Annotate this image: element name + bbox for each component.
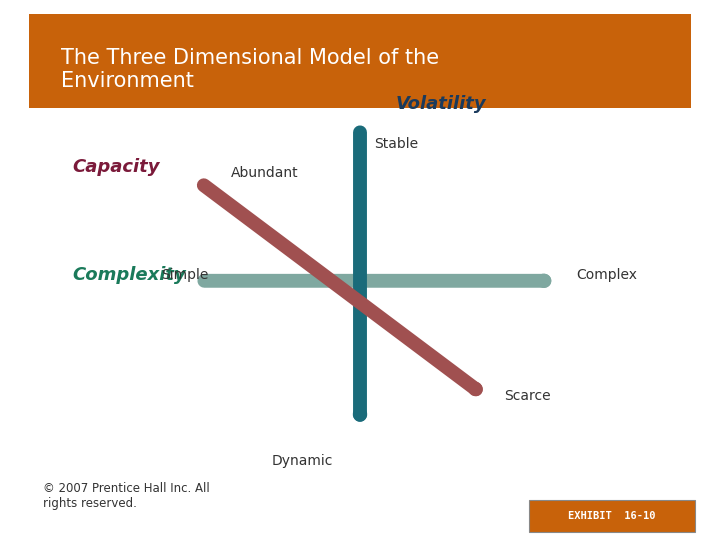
Text: Stable: Stable — [374, 137, 418, 151]
Text: Complexity: Complexity — [72, 266, 186, 285]
Text: Simple: Simple — [161, 268, 209, 282]
Text: Scarce: Scarce — [504, 389, 551, 403]
Text: Capacity: Capacity — [72, 158, 160, 177]
Text: Volatility: Volatility — [396, 96, 487, 113]
Text: Dynamic: Dynamic — [271, 454, 333, 468]
Text: Complex: Complex — [576, 268, 637, 282]
Text: © 2007 Prentice Hall Inc. All
rights reserved.: © 2007 Prentice Hall Inc. All rights res… — [43, 482, 210, 510]
FancyBboxPatch shape — [529, 500, 695, 532]
Text: EXHIBIT  16-10: EXHIBIT 16-10 — [568, 511, 656, 521]
FancyBboxPatch shape — [29, 14, 691, 108]
Text: The Three Dimensional Model of the
Environment: The Three Dimensional Model of the Envir… — [61, 48, 439, 91]
Text: Abundant: Abundant — [230, 166, 298, 180]
